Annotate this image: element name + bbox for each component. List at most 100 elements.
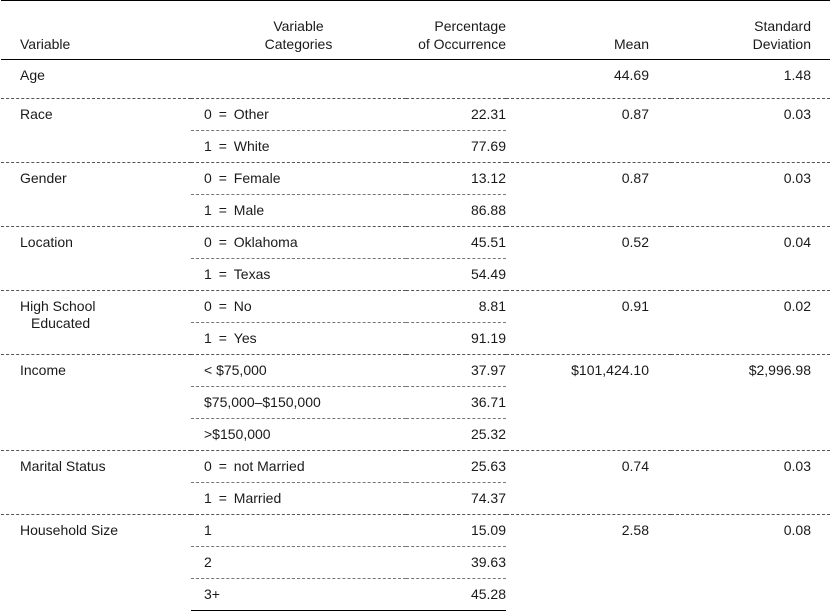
percentage-cell: 22.31 xyxy=(406,98,506,131)
standard-deviation-cell: 0.03 xyxy=(671,98,830,163)
category-cell: < $75,000 xyxy=(191,354,406,387)
percentage-cell: 13.12 xyxy=(406,162,506,195)
category-label: Oklahoma xyxy=(233,234,298,250)
equals-sign: = xyxy=(218,458,227,474)
percentage-cell: 45.51 xyxy=(406,226,506,259)
percentage-cell: 91.19 xyxy=(406,322,506,355)
category-label: 1 xyxy=(204,522,212,538)
table-row: Income < $75,000 37.97 $101,424.10 $2,996.98 xyxy=(1,354,830,451)
standard-deviation-cell: 0.03 xyxy=(671,162,830,227)
table-body: Age 44.69 1.48 Race 0 = Other 22.31 0.87 0.03 1 = Wh… xyxy=(1,60,830,611)
percentage-cell: 45.28 xyxy=(406,578,506,611)
equals-sign: = xyxy=(218,330,227,346)
standard-deviation-cell: 0.02 xyxy=(671,290,830,355)
percentage-cell: 25.63 xyxy=(406,450,506,483)
percentage-cell: 86.88 xyxy=(406,194,506,227)
category-cell: 0 = No xyxy=(191,290,406,323)
category-code: 0 xyxy=(204,234,212,250)
category-cell: 1 = Texas xyxy=(191,258,406,291)
header-standard-deviation: Standard Deviation xyxy=(671,0,830,60)
table-row: 1 = Yes 91.19 xyxy=(1,322,830,355)
percentage-cell xyxy=(406,60,506,99)
category-label: 3+ xyxy=(204,586,220,602)
category-code: 0 xyxy=(204,458,212,474)
percentage-cell: 74.37 xyxy=(406,482,506,515)
mean-cell: 0.74 xyxy=(506,450,671,515)
category-cell: 0 = Female xyxy=(191,162,406,195)
table-row: Gender 0 = Female 13.12 0.87 0.03 xyxy=(1,162,830,227)
category-code: 0 xyxy=(204,170,212,186)
variable-name: Age xyxy=(20,67,45,83)
mean-cell: 0.87 xyxy=(506,98,671,163)
category-label: Male xyxy=(233,202,265,218)
header-variable: Variable xyxy=(1,0,191,60)
mean-cell: 44.69 xyxy=(613,67,649,83)
variable-cell: Race xyxy=(1,98,191,163)
header-percentage-of-occurrence: Percentage of Occurrence xyxy=(406,0,506,60)
standard-deviation-cell: 0.08 xyxy=(671,514,830,611)
mean-cell: 0.52 xyxy=(506,226,671,291)
category-cell: 1 = White xyxy=(191,130,406,163)
category-label: Yes xyxy=(233,330,257,346)
category-label: Texas xyxy=(233,266,271,282)
equals-sign: = xyxy=(218,202,227,218)
variable-cell: Household Size xyxy=(1,514,191,611)
variable-cell: High School Educated xyxy=(1,290,191,355)
variable-name: Income xyxy=(20,362,66,378)
category-cell: >$150,000 xyxy=(191,418,406,451)
percentage-cell: 77.69 xyxy=(406,130,506,163)
variable-cell: Age xyxy=(1,60,191,99)
variable-name: Marital Status xyxy=(20,458,106,474)
variable-cell: Gender xyxy=(1,162,191,227)
category-label: 2 xyxy=(204,554,212,570)
variable-name: Gender xyxy=(20,170,67,186)
category-cell: $75,000–$150,000 xyxy=(191,386,406,419)
category-code: 0 xyxy=(204,298,212,314)
category-cell: 3+ xyxy=(191,578,406,611)
table-row: High School Educated 0 = No 8.81 0.91 0.02 xyxy=(1,290,830,355)
percentage-cell: 15.09 xyxy=(406,514,506,547)
category-cell: 1 = Male xyxy=(191,194,406,227)
variable-cell: Location xyxy=(1,226,191,291)
standard-deviation-cell: 1.48 xyxy=(783,67,811,83)
table-row: 1 = White 77.69 xyxy=(1,130,830,163)
variable-name: High School xyxy=(20,298,96,314)
category-label: White xyxy=(233,138,270,154)
category-label: No xyxy=(233,298,252,314)
table-row: $75,000–$150,000 36.71 xyxy=(1,386,830,419)
standard-deviation-cell: 0.04 xyxy=(671,226,830,291)
table-row: Location 0 = Oklahoma 45.51 0.52 0.04 xyxy=(1,226,830,291)
table-row: Marital Status 0 = not Married 25.63 0.74 0.03 xyxy=(1,450,830,515)
percentage-cell: 37.97 xyxy=(406,354,506,387)
equals-sign: = xyxy=(218,170,227,186)
category-cell: 1 = Yes xyxy=(191,322,406,355)
percentage-cell: 54.49 xyxy=(406,258,506,291)
category-label: Married xyxy=(233,490,282,506)
category-code: 1 xyxy=(204,490,212,506)
category-cell: 2 xyxy=(191,546,406,579)
category-cell: 0 = Other xyxy=(191,98,406,131)
category-code: 1 xyxy=(204,202,212,218)
category-code: 0 xyxy=(204,106,212,122)
table-row: Age 44.69 1.48 xyxy=(1,60,830,99)
variable-cell: Income xyxy=(1,354,191,451)
category-code: 1 xyxy=(204,138,212,154)
equals-sign: = xyxy=(218,106,227,122)
equals-sign: = xyxy=(218,266,227,282)
equals-sign: = xyxy=(218,234,227,250)
category-code: 1 xyxy=(204,330,212,346)
table-row: 1 = Married 74.37 xyxy=(1,482,830,515)
table-row: >$150,000 25.32 xyxy=(1,418,830,451)
category-label: < $75,000 xyxy=(204,362,267,378)
standard-deviation-cell: $2,996.98 xyxy=(671,354,830,451)
variable-name: Location xyxy=(20,234,73,250)
header-mean: Mean xyxy=(506,0,671,60)
equals-sign: = xyxy=(218,298,227,314)
header-variable-categories: Variable Categories xyxy=(191,0,406,60)
variable-name: Educated xyxy=(31,315,91,331)
category-cell: 0 = Oklahoma xyxy=(191,226,406,259)
variable-cell: Marital Status xyxy=(1,450,191,515)
mean-cell: 2.58 xyxy=(506,514,671,611)
category-label: Other xyxy=(233,106,269,122)
